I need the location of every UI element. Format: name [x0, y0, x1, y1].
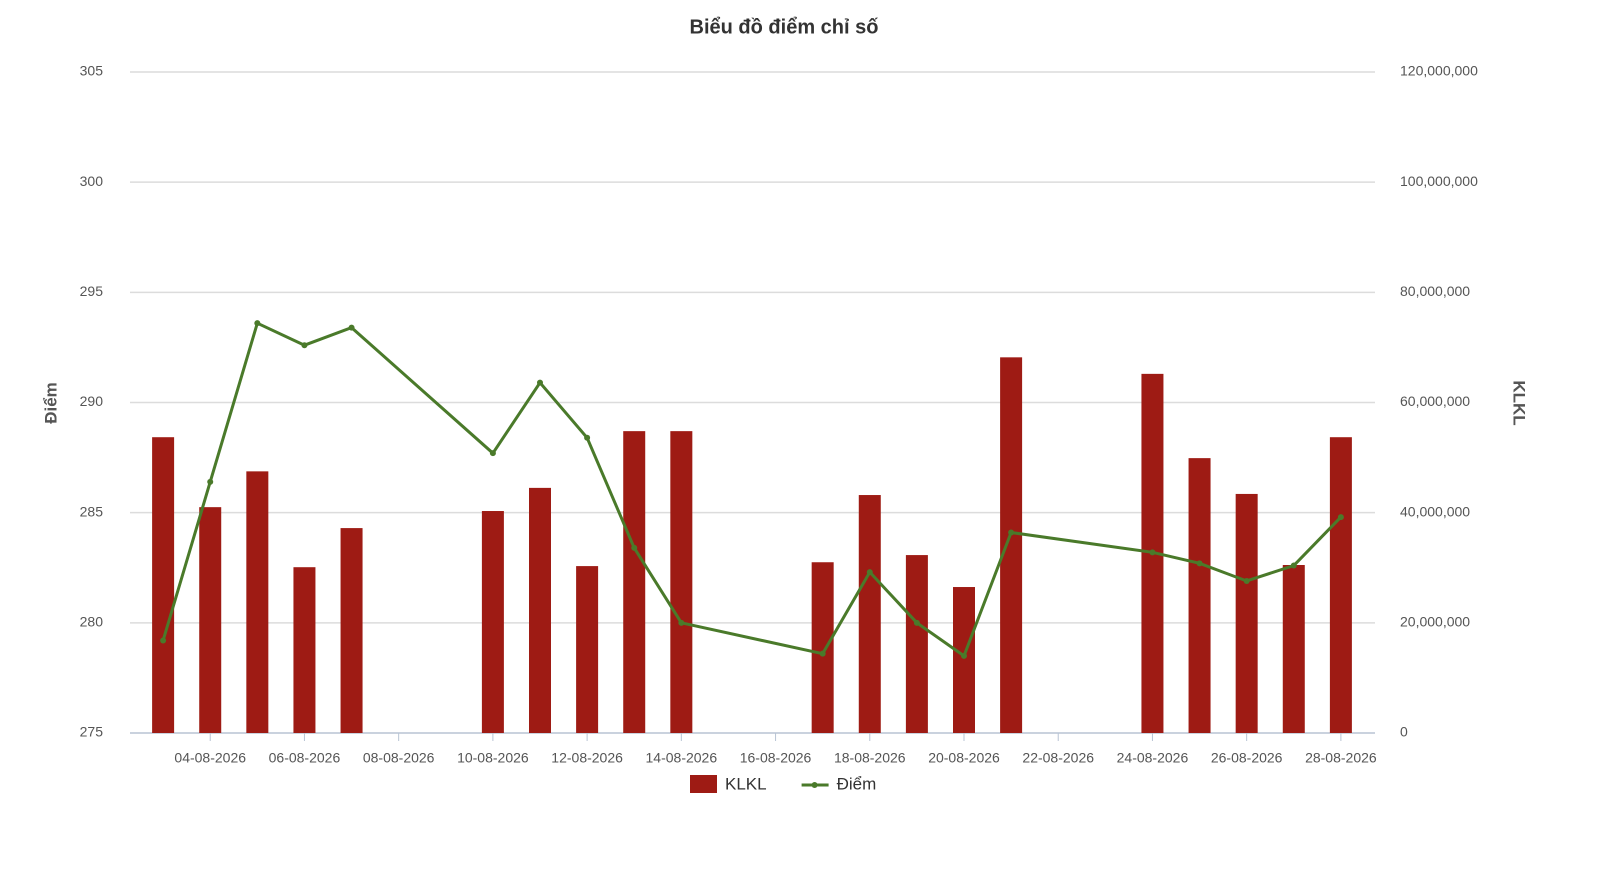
x-tick-label: 14-08-2026	[646, 750, 718, 766]
legend-label: Điểm	[837, 774, 877, 793]
point	[1290, 562, 1297, 569]
point	[301, 342, 308, 349]
bar	[623, 431, 646, 733]
y-tick-label: 290	[80, 393, 104, 409]
bar	[1000, 357, 1023, 733]
bar	[576, 566, 599, 733]
bar	[1235, 493, 1258, 733]
y-tick-label: 300	[80, 173, 104, 189]
bar	[246, 471, 269, 733]
point	[348, 324, 355, 331]
bar	[953, 587, 975, 733]
y2-tick-label: 80,000,000	[1400, 283, 1470, 299]
x-tick-label: 22-08-2026	[1022, 750, 1094, 766]
x-tick-label: 26-08-2026	[1211, 750, 1283, 766]
x-tick-label: 20-08-2026	[928, 750, 1000, 766]
point	[819, 650, 826, 657]
point	[1008, 529, 1015, 536]
y2-tick-label: 120,000,000	[1400, 63, 1478, 79]
y-axis-title: Điểm	[41, 382, 60, 424]
point	[1337, 514, 1344, 521]
point	[1243, 577, 1250, 584]
bar	[481, 511, 504, 733]
y-tick-label: 305	[80, 63, 104, 79]
bar	[340, 528, 363, 733]
point	[866, 569, 873, 576]
y-tick-label: 275	[80, 724, 104, 740]
x-tick-label: 18-08-2026	[834, 750, 906, 766]
bar	[811, 562, 834, 733]
y2-tick-label: 60,000,000	[1400, 393, 1470, 409]
bar	[199, 507, 222, 733]
point	[254, 320, 261, 327]
point	[913, 619, 920, 626]
point	[631, 544, 638, 551]
line	[161, 321, 1342, 659]
point	[489, 450, 496, 457]
point	[1149, 549, 1156, 556]
x-tick-label: 28-08-2026	[1305, 750, 1377, 766]
bar	[1188, 458, 1211, 733]
y2-tick-label: 40,000,000	[1400, 503, 1470, 519]
y-tick-label: 280	[80, 614, 104, 630]
x-tick-label: 12-08-2026	[551, 750, 623, 766]
point	[537, 379, 543, 386]
y-tick-label: 295	[80, 283, 104, 299]
y2-tick-label: 100,000,000	[1400, 173, 1478, 189]
y2-axis-title: KLKL	[1510, 380, 1529, 425]
x-tick-label: 16-08-2026	[740, 750, 812, 766]
x-tick-label: 24-08-2026	[1117, 750, 1189, 766]
bar	[293, 567, 316, 733]
legend-swatch	[690, 775, 717, 793]
legend-swatch	[811, 782, 818, 788]
point	[961, 652, 967, 659]
bar	[858, 495, 881, 733]
point	[678, 619, 685, 626]
bar	[670, 431, 693, 733]
bar	[529, 487, 551, 733]
chart-title: Biểu đồ điểm chỉ số	[690, 16, 879, 38]
x-tick-label: 08-08-2026	[363, 750, 435, 766]
y2-tick-label: 20,000,000	[1400, 614, 1470, 630]
legend-label: KLKL	[725, 774, 767, 793]
bar	[905, 555, 928, 733]
x-tick-label: 06-08-2026	[269, 750, 341, 766]
x-tick-label: 04-08-2026	[174, 750, 246, 766]
bar	[1329, 437, 1352, 733]
point	[207, 478, 214, 485]
y-tick-label: 285	[80, 503, 104, 519]
bar	[152, 437, 175, 733]
point	[584, 434, 591, 441]
point	[1196, 560, 1203, 567]
bar	[1282, 564, 1305, 733]
x-tick-label: 10-08-2026	[457, 750, 529, 766]
y2-tick-label: 0	[1400, 724, 1408, 740]
point	[160, 637, 167, 644]
